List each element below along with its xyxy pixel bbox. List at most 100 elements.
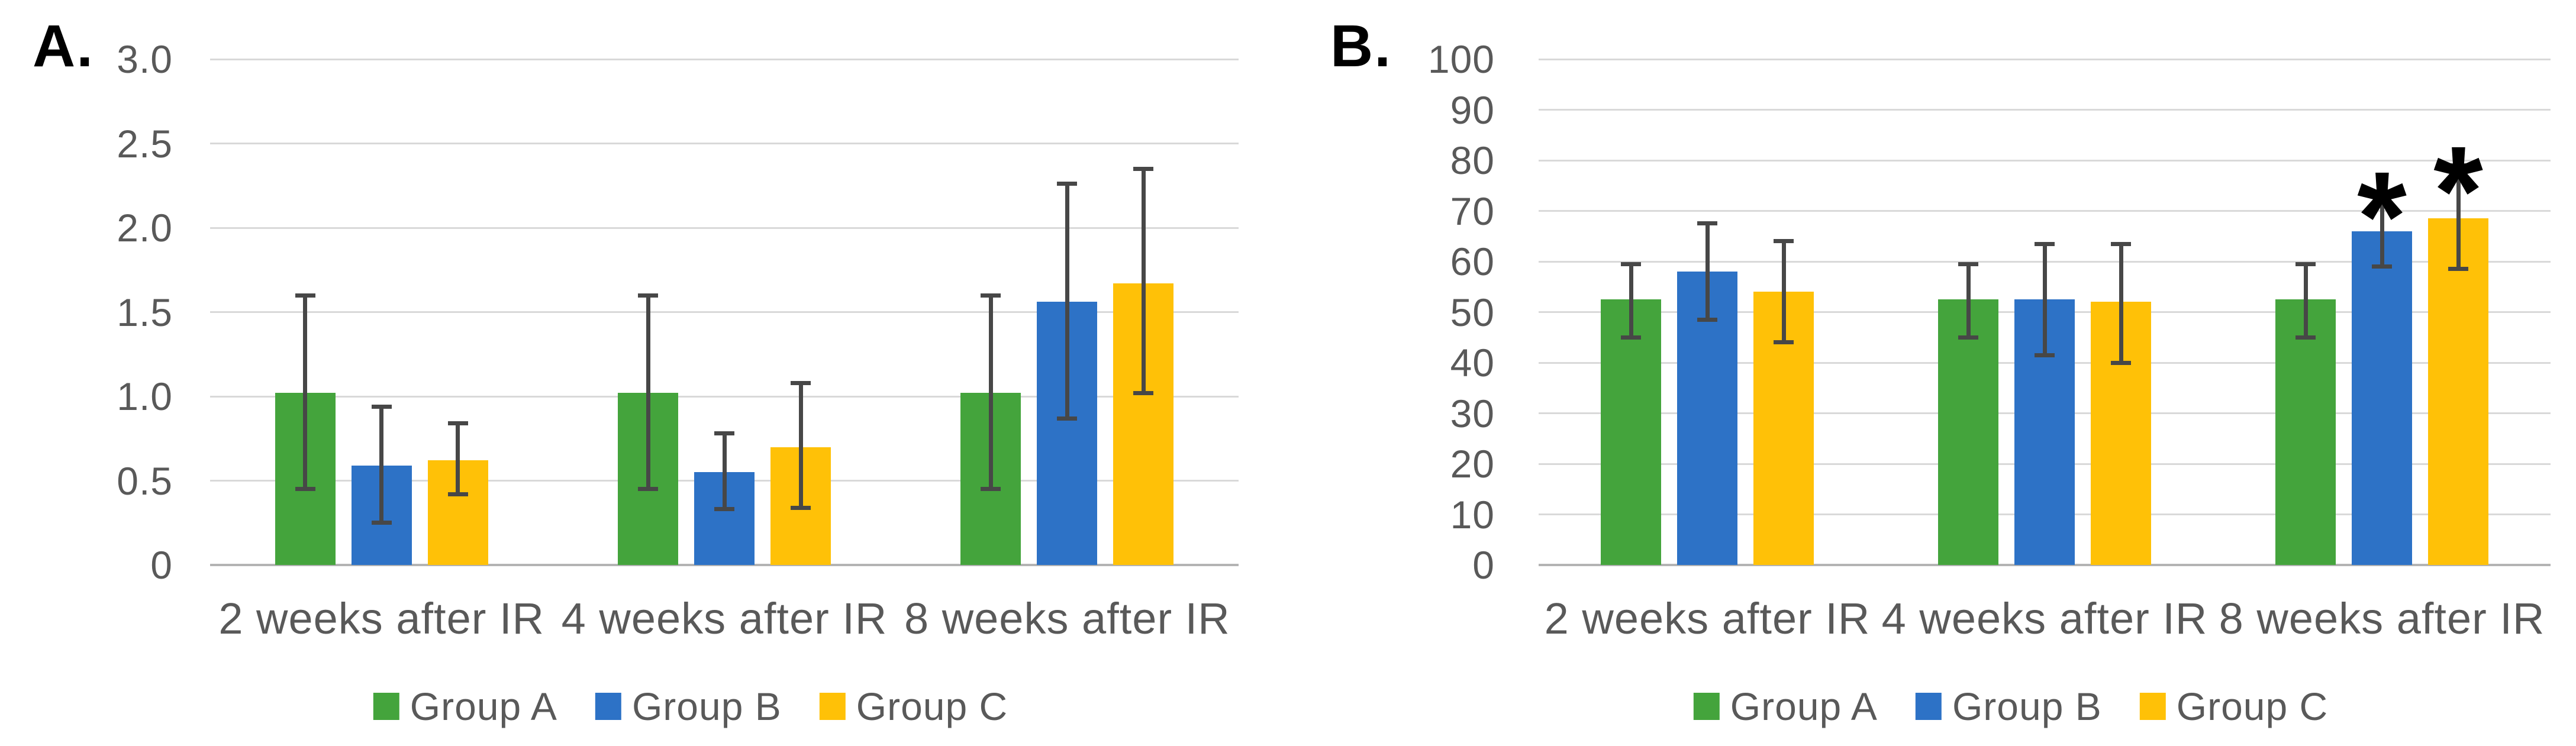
y-tick-label: 100 [1427,37,1495,81]
error-bar-cap [2111,360,2131,365]
error-bar-cap [638,487,658,492]
y-tick-label: 2.5 [117,121,173,166]
y-tick-label: 0 [150,543,173,587]
legend-label: Group C [856,684,1008,728]
error-bar-cap [447,492,468,496]
error-bar-cap [2111,241,2131,246]
category-label: 4 weeks after IR [561,594,888,643]
chart-a-grouped-bar-chart: 3.0 2.5 2.0 1.5 1.0 0.5 0 2 weeks after IR 4 wee… [0,0,1278,746]
error-bar-cap [371,521,392,525]
error-bar-cap [1697,317,1717,322]
panel-b: B. 100 90 80 70 60 50 40 30 20 10 0 2 weeks after I… [1278,0,2576,746]
error-bar-whisker [1141,169,1146,393]
y-tick-label: 50 [1450,290,1495,334]
error-bar-cap [295,293,315,298]
error-bar-whisker [456,423,460,495]
gridline [210,395,1239,398]
error-bar-cap [2372,191,2392,196]
legend-item: Group A [1693,684,1878,728]
error-bar-cap [447,421,468,426]
legend-item: Group B [1915,685,2102,728]
error-bar-cap [981,293,1001,298]
error-bar-whisker [1065,183,1069,419]
error-bar-cap [714,431,734,436]
error-bar-cap [2295,335,2316,340]
legend-label: Group B [631,684,782,728]
y-tick-label: 90 [1450,88,1495,132]
error-bar-cap [1774,340,1794,345]
legend-item: Group C [819,684,1008,728]
error-bar-cap [1057,182,1078,186]
gridline [210,311,1239,313]
legend-item: Group A [373,685,557,728]
panel-a-letter: A. [33,13,94,79]
error-bar-cap [1057,416,1078,421]
y-tick-label: 0.5 [117,458,173,503]
error-bar-cap [371,404,392,409]
legend-label: Group A [410,684,557,728]
y-tick-label: 40 [1450,341,1495,385]
legend-swatch-group-a [1693,693,1720,720]
panel-a: A. 3.0 2.5 2.0 1.5 1.0 0.5 0 2 weeks after IR 4 … [0,0,1278,746]
gridline [210,58,1239,60]
gridline [1539,58,2551,60]
error-bar-cap [1621,335,1641,340]
legend-swatch-group-a [373,693,399,720]
bar-group-b [2352,231,2412,565]
legend-label: Group A [1730,684,1878,728]
error-bar-cap [1621,261,1641,266]
gridline [1539,210,2551,212]
error-bar-whisker [2303,264,2308,338]
error-bar-whisker [1629,264,1633,338]
legend-label: Group C [2176,684,2329,728]
gridline [210,227,1239,229]
error-bar-cap [714,507,734,512]
y-tick-label: 1.0 [117,374,173,418]
gridline [1539,109,2551,111]
error-bar-cap [981,487,1001,492]
y-tick-label: 2.0 [117,206,173,250]
legend-swatch-group-c [819,693,846,720]
error-bar-cap [2035,241,2055,246]
error-bar-whisker [379,406,384,523]
legend-item: Group C [2139,684,2329,728]
y-tick-label: 80 [1450,138,1495,182]
gridline [1539,159,2551,162]
legend-swatch-group-b [1915,693,1942,720]
error-bar-cap [2448,163,2468,168]
y-tick-label: 70 [1450,189,1495,233]
y-tick-label: 1.5 [117,290,173,334]
legend: Group A Group B Group C [373,685,1008,728]
x-axis-line [1539,564,2551,566]
error-bar-cap [2295,261,2316,266]
error-bar-whisker [1781,241,1786,343]
category-label: 8 weeks after IR [904,594,1230,643]
error-bar-cap [2035,353,2055,357]
error-bar-cap [2448,267,2468,272]
error-bar-cap [791,380,811,385]
category-label: 2 weeks after IR [218,594,544,643]
y-tick-label: 0 [1472,543,1495,587]
error-bar-whisker [2456,165,2461,269]
y-tick-label: 3.0 [117,37,173,81]
error-bar-cap [1133,166,1154,171]
error-bar-whisker [2380,193,2384,267]
error-bar-whisker [303,295,308,489]
error-bar-cap [2372,264,2392,269]
error-bar-whisker [722,433,727,509]
error-bar-cap [1958,335,1978,340]
error-bar-whisker [1705,223,1710,320]
error-bar-cap [1958,261,1978,266]
error-bar-cap [295,487,315,492]
error-bar-cap [1133,390,1154,395]
error-bar-whisker [988,295,993,489]
error-bar-cap [1774,239,1794,244]
panel-b-letter: B. [1330,13,1392,79]
category-label: 4 weeks after IR [1881,594,2208,643]
bar-group-a [2275,299,2336,565]
y-tick-label: 30 [1450,391,1495,435]
error-bar-whisker [1966,264,1971,338]
error-bar-whisker [2119,244,2123,363]
y-tick-label: 20 [1450,442,1495,486]
